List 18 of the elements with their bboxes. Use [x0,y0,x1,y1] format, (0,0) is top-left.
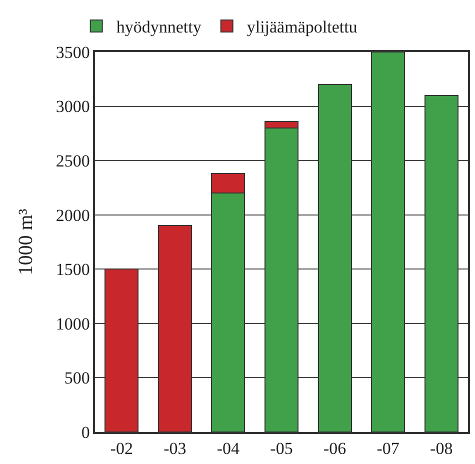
y-tick-label: 3500 [56,42,90,62]
y-tick-label: 0 [81,422,90,442]
y-tick-label: 2000 [56,206,90,225]
x-tick-label: -04 [216,439,240,458]
y-axis-title: 1000 m³ [14,208,37,276]
x-tick-label: -06 [323,439,346,458]
y-tick-label: 3000 [56,97,90,116]
x-tick-label: -08 [430,439,453,458]
x-tick-label: -07 [376,439,400,458]
legend-label: hyödynnetty [116,18,202,37]
x-tick-label: -05 [270,439,293,458]
y-tick-label: 1000 [56,314,90,334]
legend-label: ylijäämäpoltettu [246,18,358,37]
x-tick-label: -03 [164,439,186,458]
x-tick-label: -02 [110,439,133,458]
y-tick-label: 500 [64,368,90,388]
y-tick-label: 1500 [56,260,90,280]
y-tick-label: 2500 [56,152,90,171]
